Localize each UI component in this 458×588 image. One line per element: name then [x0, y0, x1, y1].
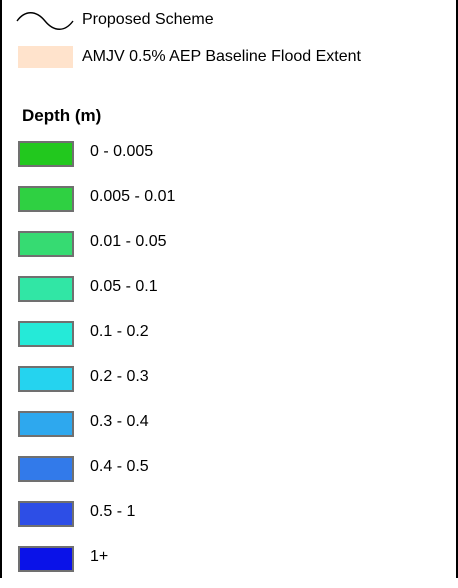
depth-label: 0.005 - 0.01: [90, 188, 176, 205]
depth-class-item: 0.01 - 0.05: [2, 228, 456, 273]
depth-label: 0.4 - 0.5: [90, 458, 149, 475]
depth-swatch: [18, 366, 74, 392]
depth-class-item: 0.005 - 0.01: [2, 183, 456, 228]
depth-swatch: [18, 411, 74, 437]
baseline-flood-swatch: [18, 46, 73, 68]
depth-label: 0.05 - 0.1: [90, 278, 158, 295]
depth-title: Depth (m): [22, 106, 102, 125]
baseline-flood-label: AMJV 0.5% AEP Baseline Flood Extent: [82, 48, 361, 65]
depth-label: 0.5 - 1: [90, 503, 136, 520]
depth-label: 0.1 - 0.2: [90, 323, 149, 340]
depth-class-item: 0.3 - 0.4: [2, 408, 456, 453]
depth-label: 0.3 - 0.4: [90, 413, 149, 430]
depth-label: 0.2 - 0.3: [90, 368, 149, 385]
depth-class-item: 0.2 - 0.3: [2, 363, 456, 408]
proposed-scheme-label: Proposed Scheme: [82, 11, 214, 28]
depth-swatch: [18, 501, 74, 527]
depth-class-item: 0.1 - 0.2: [2, 318, 456, 363]
depth-legend-list: 0 - 0.005 0.005 - 0.01 0.01 - 0.05 0.05 …: [2, 138, 456, 588]
depth-label: 0 - 0.005: [90, 143, 154, 160]
depth-label: 1+: [90, 548, 109, 565]
depth-class-item: 1+: [2, 543, 456, 588]
depth-swatch: [18, 276, 74, 302]
depth-class-item: 0 - 0.005: [2, 138, 456, 183]
proposed-scheme-line-icon: [16, 12, 74, 30]
depth-swatch: [18, 546, 74, 572]
depth-swatch: [18, 321, 74, 347]
depth-class-item: 0.4 - 0.5: [2, 453, 456, 498]
depth-swatch: [18, 231, 74, 257]
depth-swatch: [18, 186, 74, 212]
baseline-flood-entry: AMJV 0.5% AEP Baseline Flood Extent: [2, 44, 456, 72]
depth-swatch: [18, 141, 74, 167]
depth-class-item: 0.05 - 0.1: [2, 273, 456, 318]
depth-label: 0.01 - 0.05: [90, 233, 167, 250]
proposed-scheme-entry: Proposed Scheme: [2, 8, 456, 32]
depth-swatch: [18, 456, 74, 482]
depth-class-item: 0.5 - 1: [2, 498, 456, 543]
